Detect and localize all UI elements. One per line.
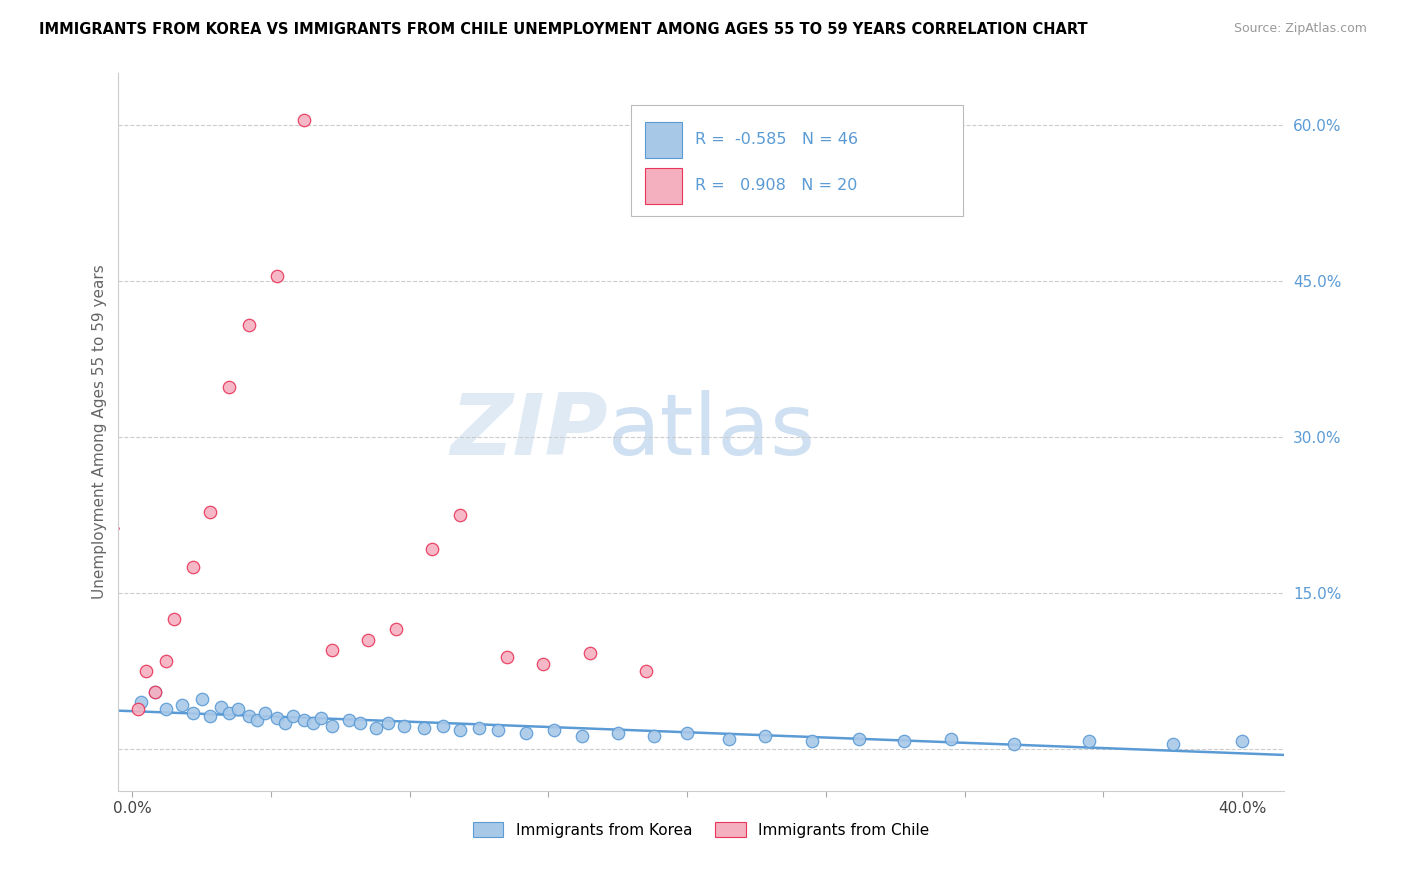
Point (129, 695, 152, 709)
Point (254, 706, 277, 720)
Point (349, 716, 371, 731)
Y-axis label: Unemployment Among Ages 55 to 59 years: Unemployment Among Ages 55 to 59 years (93, 264, 107, 599)
Point (634, 664, 657, 678)
Point (449, 723, 471, 738)
Point (246, 713, 269, 727)
Text: R =  -0.585   N = 46: R = -0.585 N = 46 (695, 132, 858, 147)
FancyBboxPatch shape (645, 168, 682, 203)
Point (283, 708, 305, 723)
Point (218, 706, 240, 720)
Point (515, 726, 537, 740)
Text: atlas: atlas (607, 391, 815, 474)
Point (292, 713, 315, 727)
Point (172, 698, 194, 713)
Point (309, 711, 332, 725)
Point (893, 733, 915, 747)
Text: R =   0.908   N = 20: R = 0.908 N = 20 (695, 178, 858, 194)
Point (321, 719, 343, 733)
Point (531, 657, 554, 671)
Point (420, 542, 443, 557)
Point (848, 731, 870, 746)
Point (643, 730, 665, 744)
Point (127, 702, 149, 716)
Point (449, 508, 471, 522)
Point (412, 721, 434, 735)
Point (266, 711, 288, 725)
Point (754, 730, 776, 744)
Point (606, 726, 628, 740)
Point (209, 700, 232, 714)
Point (135, 664, 157, 678)
Point (198, 505, 221, 519)
Point (238, 318, 260, 332)
Point (488, 723, 510, 738)
Point (676, 726, 699, 740)
Point (274, 716, 297, 731)
Point (190, 692, 212, 706)
Point (226, 702, 249, 716)
Point (801, 733, 824, 747)
Point (1230, 733, 1253, 747)
Text: IMMIGRANTS FROM KOREA VS IMMIGRANTS FROM CHILE UNEMPLOYMENT AMONG AGES 55 TO 59 : IMMIGRANTS FROM KOREA VS IMMIGRANTS FROM… (39, 22, 1088, 37)
Point (183, 560, 205, 574)
FancyBboxPatch shape (645, 122, 682, 158)
Point (321, 643, 343, 657)
Point (143, 685, 166, 699)
Point (337, 713, 360, 727)
Point (468, 721, 491, 735)
Point (939, 731, 962, 746)
Point (163, 612, 186, 626)
Point (543, 723, 565, 738)
Legend: Immigrants from Korea, Immigrants from Chile: Immigrants from Korea, Immigrants from C… (467, 815, 935, 844)
Point (357, 632, 380, 647)
Point (292, 112, 315, 127)
Point (1078, 733, 1101, 747)
Point (198, 708, 221, 723)
Point (495, 650, 517, 665)
Point (301, 716, 323, 731)
Point (432, 719, 454, 733)
Point (579, 646, 602, 660)
Point (1004, 737, 1026, 751)
Point (717, 731, 740, 746)
Point (392, 719, 415, 733)
Point (155, 654, 177, 668)
Point (266, 268, 288, 283)
Point (571, 730, 593, 744)
Point (183, 706, 205, 720)
FancyBboxPatch shape (631, 105, 963, 217)
Point (1161, 737, 1184, 751)
Point (377, 716, 399, 731)
Point (218, 380, 240, 394)
Point (238, 708, 260, 723)
Point (143, 685, 166, 699)
Point (385, 623, 408, 637)
Point (366, 721, 388, 735)
Point (155, 702, 177, 716)
Text: ZIP: ZIP (450, 391, 607, 474)
Text: Source: ZipAtlas.com: Source: ZipAtlas.com (1233, 22, 1367, 36)
